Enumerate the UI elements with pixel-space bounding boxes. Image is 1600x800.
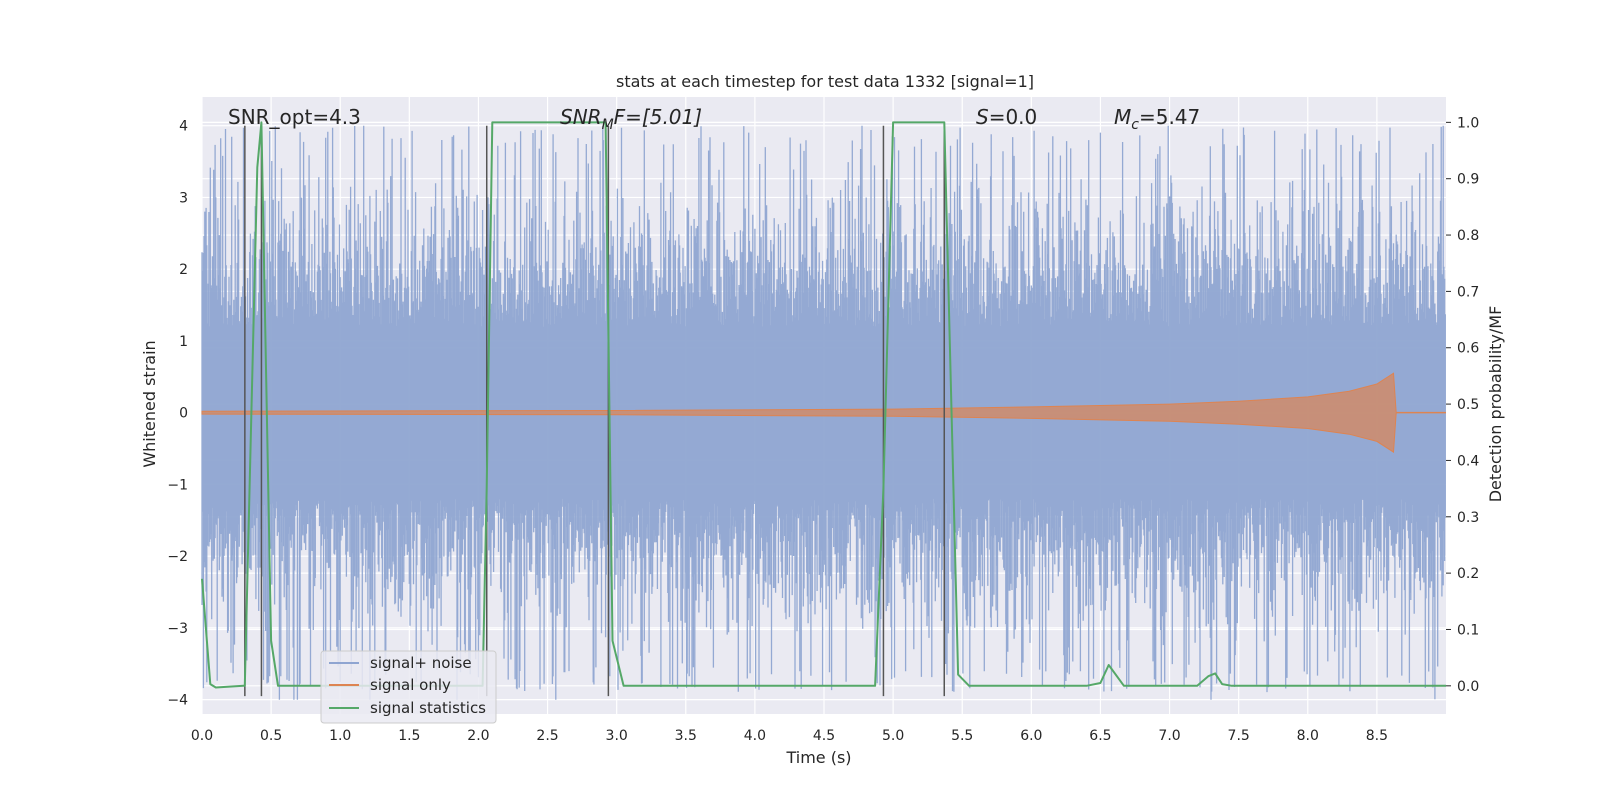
y2-tick-label: 0.6 [1457, 341, 1479, 357]
y2-tick-label: 0.8 [1457, 228, 1479, 244]
y2-tick-label: 0.4 [1457, 453, 1479, 469]
x-tick-label: 0.5 [260, 728, 282, 744]
y-tick-label: −3 [167, 621, 188, 637]
x-tick-label: 3.0 [606, 728, 628, 744]
y2-axis-label: Detection probability/MF [1486, 306, 1505, 503]
x-tick-label: 1.5 [398, 728, 420, 744]
x-tick-label: 3.5 [675, 728, 697, 744]
y2-tick-label: 0.7 [1457, 284, 1479, 300]
x-tick-label: 7.5 [1228, 728, 1250, 744]
x-tick-label: 2.0 [467, 728, 489, 744]
y2-tick-label: 0.2 [1457, 566, 1479, 582]
y-axis-label: Whitened strain [140, 340, 159, 467]
y-tick-label: −4 [167, 693, 188, 709]
y2-tick-label: 0.5 [1457, 397, 1479, 413]
x-tick-label: 5.5 [951, 728, 973, 744]
y-tick-label: 2 [179, 262, 188, 278]
signal-statistics-trace [201, 121, 1446, 689]
x-tick-label: 8.5 [1366, 728, 1388, 744]
y-tick-label: 3 [179, 190, 188, 206]
x-tick-label: 7.0 [1158, 728, 1180, 744]
y-tick-label: −1 [167, 477, 188, 493]
chart-title: stats at each timestep for test data 133… [616, 72, 1034, 91]
legend-box [320, 650, 497, 724]
annotation-snr-opt: SNR_opt=4.3 [228, 105, 361, 129]
x-tick-label: 4.5 [813, 728, 835, 744]
x-tick-label: 1.0 [329, 728, 351, 744]
series-signal-statistics [201, 121, 1446, 689]
x-tick-label: 5.0 [882, 728, 904, 744]
legend-label-signal-statistics: signal statistics [370, 699, 486, 717]
y-tick-label: 4 [179, 119, 188, 135]
series-signal-noise [201, 125, 1446, 700]
annotation-snr-mf: SNRMF=[5.01] [560, 105, 702, 133]
annotation-s: S=0.0 [976, 105, 1037, 129]
x-tick-label: 0.0 [191, 728, 213, 744]
y2-tick-label: 0.3 [1457, 510, 1479, 526]
annotation-mc: Mc=5.47 [1114, 105, 1200, 133]
y2-tick-label: 0.1 [1457, 622, 1479, 638]
y-tick-label: 0 [179, 406, 188, 422]
legend-label-signal-only: signal only [370, 676, 451, 694]
x-tick-label: 4.0 [744, 728, 766, 744]
x-tick-label: 8.0 [1297, 728, 1319, 744]
series-signal-only [201, 372, 1446, 453]
y2-tick-label: 1.0 [1457, 115, 1479, 131]
noise-trace [201, 125, 1446, 700]
y2-tick-label: 0.0 [1457, 679, 1479, 695]
x-tick-label: 2.5 [536, 728, 558, 744]
y2-tick-label: 0.9 [1457, 172, 1479, 188]
y-tick-label: −2 [167, 549, 188, 565]
signal-only-trace [201, 372, 1397, 453]
y-tick-label: 1 [179, 334, 188, 350]
x-tick-label: 6.5 [1089, 728, 1111, 744]
legend: signal+ noise signal only signal statist… [320, 650, 497, 724]
x-tick-label: 6.0 [1020, 728, 1042, 744]
x-axis-label: Time (s) [785, 748, 851, 767]
legend-label-signal-noise: signal+ noise [370, 654, 472, 672]
